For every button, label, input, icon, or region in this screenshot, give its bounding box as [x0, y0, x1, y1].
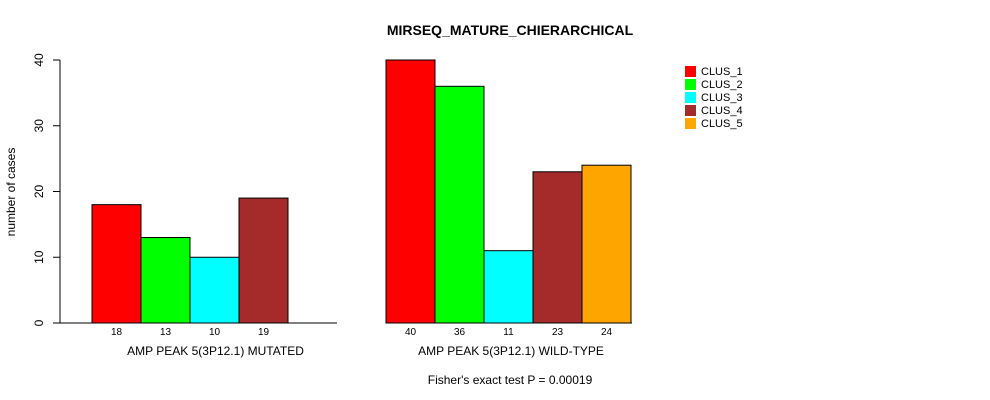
bar-clus-4: [532, 171, 583, 324]
bar-clus-5: [581, 164, 632, 324]
legend-swatch: [685, 92, 696, 103]
y-axis-label: number of cases: [4, 148, 18, 237]
legend-swatch: [685, 79, 696, 90]
count-label: 23: [552, 327, 564, 338]
y-tick-label: 40: [32, 53, 46, 67]
group-label: AMP PEAK 5(3P12.1) WILD-TYPE: [418, 344, 604, 358]
bar-group-2: 40 36 11 23 24 AMP PEAK 5(3P12.1) WILD-TYPE: [385, 59, 632, 358]
count-label: 19: [258, 327, 270, 338]
count-label: 13: [160, 327, 172, 338]
y-tick-label: 10: [32, 250, 46, 264]
legend-swatch: [685, 66, 696, 77]
legend-label: CLUS_4: [701, 105, 743, 117]
legend-label: CLUS_5: [701, 118, 743, 130]
count-label: 40: [405, 327, 417, 338]
count-label: 24: [601, 327, 613, 338]
count-label: 18: [111, 327, 123, 338]
legend-swatch: [685, 118, 696, 129]
legend-label: CLUS_2: [701, 79, 743, 91]
plot-area: 18 13 10 19 AMP PEAK 5(3P12.1) MUTATED 40 36 11…: [60, 59, 632, 358]
bar-clus-1: [91, 204, 142, 324]
chart-title: MIRSEQ_MATURE_CHIERARCHICAL: [387, 22, 634, 38]
y-tick-label: 20: [32, 185, 46, 199]
footnote: Fisher's exact test P = 0.00019: [428, 373, 593, 387]
legend-label: CLUS_3: [701, 92, 743, 104]
bar-clus-3: [483, 250, 534, 324]
y-tick-label: 30: [32, 119, 46, 133]
legend-swatch: [685, 105, 696, 116]
bar-clus-2: [140, 237, 191, 324]
bar-clus-1: [385, 59, 436, 324]
bar-clus-4: [238, 197, 289, 324]
count-label: 11: [503, 327, 514, 338]
y-axis: 0 10 20 30 40: [32, 53, 61, 326]
bar-clus-3: [189, 256, 240, 324]
y-tick-label: 0: [32, 319, 46, 326]
count-label: 10: [209, 327, 221, 338]
legend-label: CLUS_1: [701, 66, 743, 78]
group-label: AMP PEAK 5(3P12.1) MUTATED: [127, 344, 304, 358]
bar-group-1: 18 13 10 19 AMP PEAK 5(3P12.1) MUTATED: [60, 197, 337, 358]
count-label: 36: [454, 327, 466, 338]
bar-clus-2: [434, 85, 485, 324]
